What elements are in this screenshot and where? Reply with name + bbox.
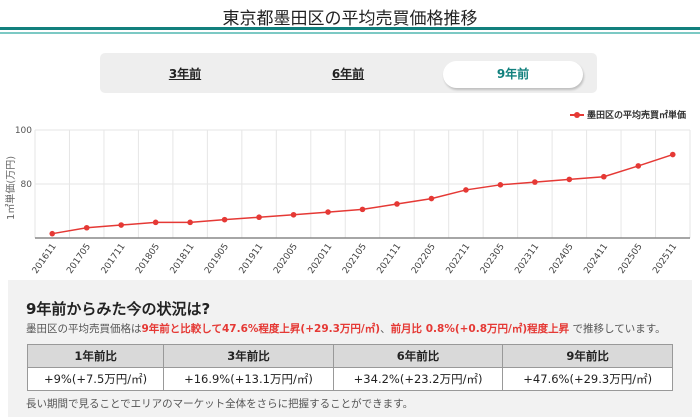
legend-marker-icon: [569, 111, 584, 118]
value-6y: +34.2%(+23.2万円/㎡): [332, 367, 504, 391]
data-point: [83, 224, 90, 231]
header-9y: 9年前比: [502, 344, 673, 368]
period-tabs: 3年前 6年前 9年前: [100, 53, 597, 93]
desc-highlight-month: 前月比 0.8%(+0.8万円/㎡)程度上昇: [390, 323, 570, 335]
data-point: [532, 179, 538, 185]
x-tick-label: 202205: [410, 242, 438, 276]
data-point: [566, 176, 573, 183]
value-9y: +47.6%(+29.3万円/㎡): [502, 367, 673, 391]
desc-sep: 、: [380, 323, 391, 335]
desc-prefix: 墨田区の平均売買価格は: [26, 323, 142, 335]
summary-panel: 9年前からみた今の状況は? 墨田区の平均売買価格は9年前と比較して47.6%程度…: [8, 280, 692, 417]
header-6y: 6年前比: [332, 344, 504, 368]
legend-label: 墨田区の平均売買㎡単価: [586, 111, 686, 121]
desc-highlight-9y: 9年前と比較して47.6%程度上昇(+29.3万円/㎡): [141, 323, 381, 335]
x-tick-label: 202211: [444, 242, 472, 276]
x-tick-label: 202405: [548, 242, 576, 276]
data-point: [325, 209, 331, 215]
summary-footer: 長い期間で見ることでエリアのマーケット全体をさらに把握することができます。: [26, 398, 414, 410]
header-1y: 1年前比: [26, 344, 165, 368]
y-tick-label: 80: [21, 180, 33, 190]
comparison-table: 1年前比 3年前比 6年前比 9年前比 +9%(+7.5万円/㎡) +16.9%…: [26, 344, 673, 391]
summary-title: 9年前からみた今の状況は?: [26, 300, 211, 318]
data-point: [221, 216, 228, 223]
tab-3-years[interactable]: 3年前: [168, 67, 202, 81]
x-tick-label: 202511: [651, 242, 679, 276]
tab-9-years[interactable]: 9年前: [443, 61, 583, 88]
data-point: [118, 222, 124, 228]
data-point: [359, 206, 366, 213]
data-point: [394, 201, 400, 207]
data-point: [669, 151, 676, 158]
x-tick-label: 201611: [31, 242, 59, 276]
data-point: [463, 187, 469, 193]
data-point: [290, 211, 297, 218]
data-point: [49, 230, 56, 237]
table-header-row: 1年前比 3年前比 6年前比 9年前比: [26, 344, 673, 368]
x-tick-label: 202505: [617, 242, 645, 276]
chart-legend[interactable]: 墨田区の平均売買㎡単価: [569, 108, 686, 121]
page-title: 東京都墨田区の平均売買価格推移: [222, 9, 478, 29]
data-point: [152, 219, 159, 226]
value-1y: +9%(+7.5万円/㎡): [26, 367, 165, 391]
x-tick-label: 202305: [479, 242, 507, 276]
x-tick-label: 201711: [100, 242, 128, 276]
table-row: +9%(+7.5万円/㎡) +16.9%(+13.1万円/㎡) +34.2%(+…: [26, 367, 673, 391]
x-tick-label: 201911: [238, 242, 266, 276]
value-3y: +16.9%(+13.1万円/㎡): [163, 367, 334, 391]
y-tick-label: 100: [15, 126, 32, 136]
series-line: [52, 153, 673, 235]
x-tick-label: 202311: [513, 242, 541, 276]
title-divider: [0, 27, 700, 30]
data-point: [601, 173, 607, 180]
x-tick-label: 201905: [203, 242, 231, 276]
x-tick-label: 201805: [134, 242, 162, 276]
x-tick-label: 201811: [169, 242, 197, 276]
header-3y: 3年前比: [163, 344, 334, 368]
title-divider-sub: [0, 32, 700, 34]
data-point: [187, 219, 193, 226]
tab-6-years[interactable]: 6年前: [331, 67, 365, 81]
data-point: [428, 195, 435, 202]
x-tick-label: 202005: [272, 242, 300, 276]
x-tick-label: 202011: [307, 242, 335, 276]
x-tick-label: 202411: [582, 242, 610, 276]
price-chart: 80 100 201611 201705 201711 201805 201811 20190…: [15, 126, 691, 276]
data-point: [256, 214, 262, 221]
data-point: [497, 182, 504, 188]
x-tick-label: 202111: [376, 242, 404, 276]
x-tick-label: 202105: [341, 242, 369, 276]
x-tick-label: 201705: [65, 242, 93, 276]
summary-description: 墨田区の平均売買価格は9年前と比較して47.6%程度上昇(+29.3万円/㎡)、…: [26, 321, 666, 336]
data-point: [635, 163, 642, 169]
desc-suffix: で推移しています。: [569, 323, 666, 335]
